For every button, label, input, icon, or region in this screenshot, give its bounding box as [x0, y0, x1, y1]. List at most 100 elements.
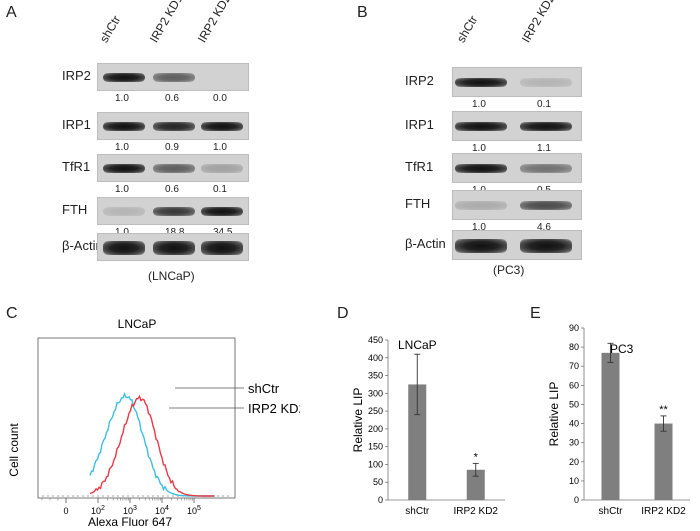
histogram-ylabel: Cell count: [7, 423, 21, 477]
blot-row-label: IRP1: [405, 117, 434, 132]
quantification-value: 1.0: [472, 143, 486, 154]
blot-row-label: β-Actin: [62, 238, 103, 253]
legend-irp2-kd2: IRP2 KD2: [248, 401, 300, 416]
bar: [466, 469, 485, 500]
x-tick-exponent: 5: [197, 505, 201, 512]
blot-row-label: IRP2: [62, 68, 91, 83]
x-tick-exponent: 4: [165, 505, 169, 512]
legend-shctr: shCtr: [248, 381, 280, 396]
blot-strip: [97, 197, 249, 225]
y-tick-label: 90: [569, 323, 579, 333]
y-tick-label: 100: [368, 459, 383, 469]
x-tick-label: 0: [63, 506, 68, 516]
blot-band: [520, 78, 572, 87]
bar: [601, 352, 620, 500]
quantification-value: 0.1: [213, 184, 227, 195]
blot-band: [455, 239, 507, 253]
quantification-value: 18.8: [165, 227, 184, 238]
quantification-value: 0.0: [213, 93, 227, 104]
blot-band: [520, 122, 572, 131]
blot-band: [455, 201, 507, 210]
lane-label: IRP2 KD2: [194, 0, 234, 46]
y-tick-label: 60: [569, 380, 579, 390]
blot-strip: [452, 153, 582, 183]
blot-band: [520, 164, 572, 173]
panel-e-letter: E: [530, 305, 541, 322]
quantification-value: 1.0: [472, 99, 486, 110]
y-tick-label: 250: [368, 406, 383, 416]
blot-strip: [452, 230, 582, 260]
lane-label: shCtr: [453, 13, 481, 45]
blot-band: [103, 164, 145, 173]
histogram-frame: [37, 337, 236, 499]
quantification-value: 1.0: [115, 142, 129, 153]
chart-title: PC3: [610, 342, 634, 356]
y-tick-label: 50: [569, 399, 579, 409]
blot-strip: [97, 63, 249, 91]
blot-band: [103, 73, 145, 82]
x-tick-label: 102: [91, 505, 105, 516]
y-tick-label: 70: [569, 361, 579, 371]
lane-label: IRP2 KD2: [518, 0, 558, 46]
quantification-value: 0.9: [165, 142, 179, 153]
blot-band: [103, 122, 145, 131]
curve-irp2-kd2: [89, 391, 215, 497]
quantification-value: 34.5: [213, 227, 232, 238]
x-category-label: shCtr: [599, 506, 624, 517]
blot-row-label: FTH: [405, 196, 431, 211]
blot-strip: [97, 154, 249, 182]
x-tick-label: 104: [155, 505, 169, 516]
significance-mark: *: [474, 451, 479, 463]
blot-band: [153, 164, 195, 173]
panel-d-letter: D: [337, 305, 349, 322]
significance-mark: **: [659, 404, 668, 416]
curve-shctr: [89, 394, 215, 497]
x-tick-label: 105: [187, 505, 201, 516]
blot-row-label: TfR1: [405, 159, 434, 174]
y-tick-label: 10: [569, 476, 579, 486]
y-tick-label: 450: [368, 335, 383, 345]
histogram-title: LNCaP: [118, 317, 157, 331]
histogram-xlabel: Alexa Fluor 647: [88, 515, 172, 529]
lane-label: IRP2 KD1: [146, 0, 186, 46]
blot-band: [153, 207, 195, 216]
blot-strip: [97, 112, 249, 140]
blot-band: [455, 122, 507, 131]
panel-b-letter: B: [357, 4, 368, 21]
chart-ylabel: Relative LIP: [547, 382, 561, 447]
quantification-value: 1.0: [213, 142, 227, 153]
quantification-value: 4.6: [537, 222, 551, 233]
blot-strip: [452, 190, 582, 220]
blot-strip: [97, 233, 249, 261]
quantification-value: 1.0: [115, 227, 129, 238]
x-category-label: shCtr: [405, 506, 430, 517]
blot-band: [520, 239, 572, 253]
quantification-value: 0.6: [165, 184, 179, 195]
y-tick-label: 40: [569, 419, 579, 429]
y-tick-label: 200: [368, 424, 383, 434]
blot-band: [201, 122, 243, 131]
quantification-value: 1.0: [472, 222, 486, 233]
lane-label: shCtr: [96, 13, 124, 45]
cell-line-label: (PC3): [493, 263, 525, 277]
blot-strip: [452, 111, 582, 141]
chart-ylabel: Relative LIP: [351, 388, 365, 453]
blot-row-label: TfR1: [62, 159, 91, 174]
quantification-value: 1.1: [537, 143, 551, 154]
blot-band: [103, 207, 145, 216]
quantification-value: 1.0: [115, 93, 129, 104]
blot-band: [153, 241, 195, 255]
quantification-value: 0.1: [537, 99, 551, 110]
blot-band: [103, 241, 145, 255]
quantification-value: 0.6: [165, 93, 179, 104]
blot-row-label: IRP2: [405, 73, 434, 88]
y-tick-label: 0: [574, 495, 579, 505]
bar-chart-lncap: LNCaP Relative LIP 0 50 100 150 200 250 300 350 40…: [351, 335, 505, 517]
panel-a-letter: A: [6, 4, 17, 21]
blot-band: [201, 164, 243, 173]
cell-line-label: (LNCaP): [148, 269, 195, 283]
bar: [408, 384, 427, 500]
panel-c-letter: C: [6, 305, 18, 322]
blot-row-label: FTH: [62, 202, 88, 217]
y-tick-label: 400: [368, 353, 383, 363]
